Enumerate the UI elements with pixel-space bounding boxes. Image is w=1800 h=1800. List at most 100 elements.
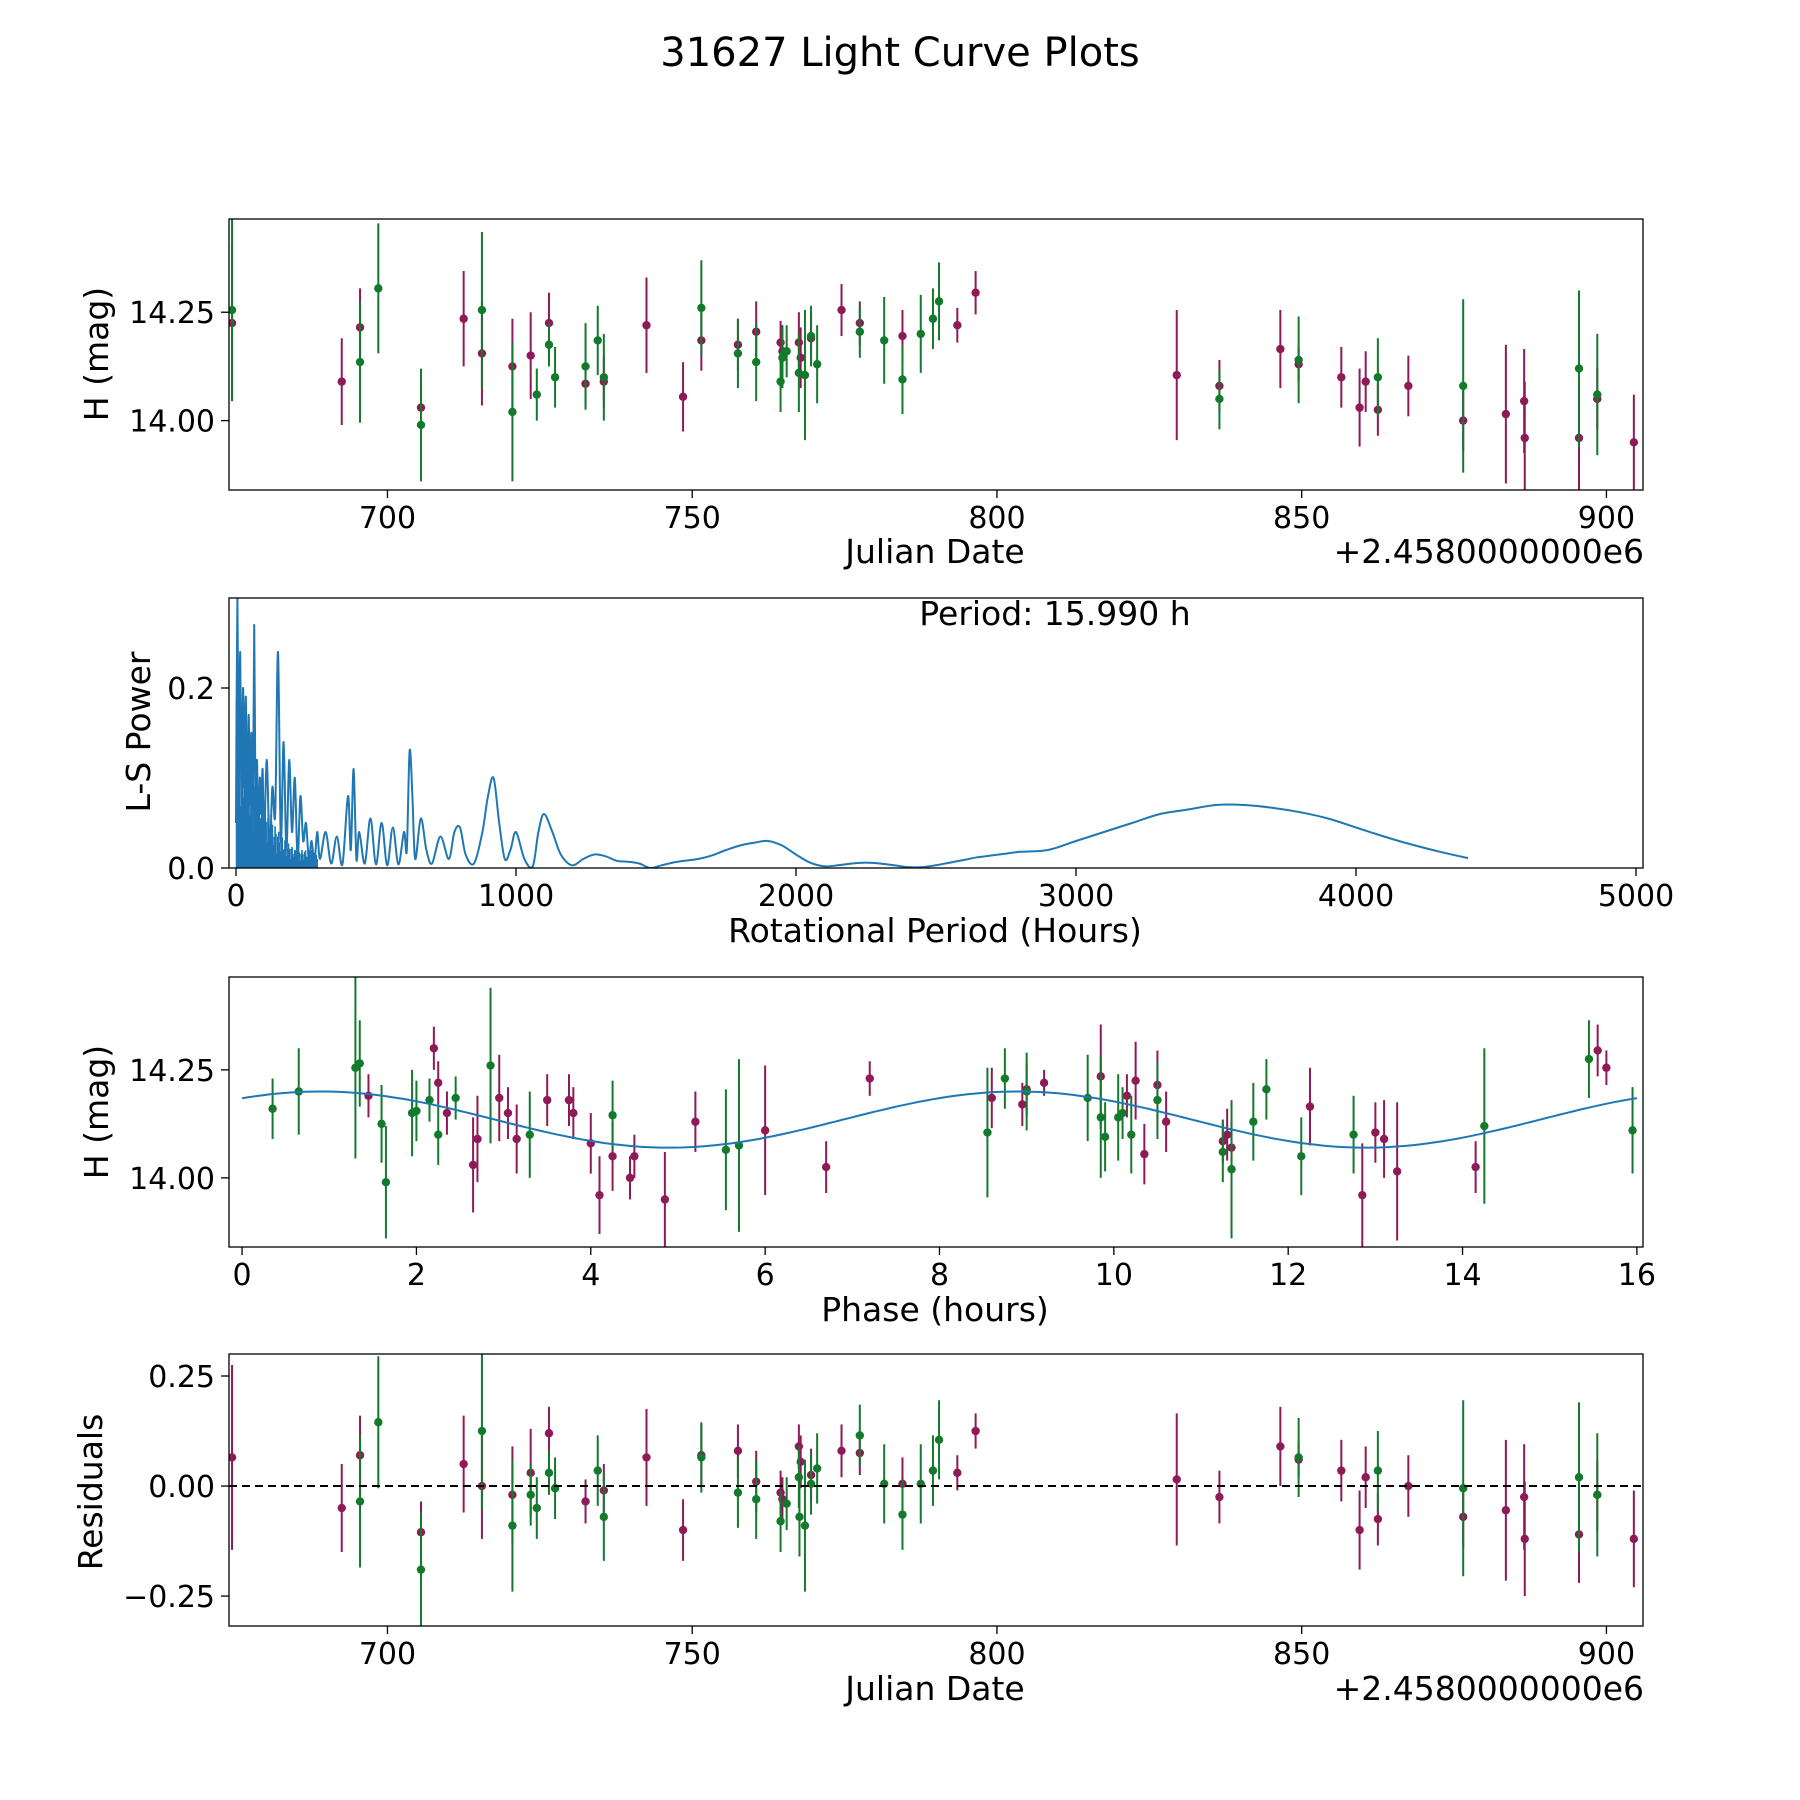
panel-residuals: 700 750 800 850 900 0.25 0.00 −0.25 bbox=[123, 1353, 1644, 1672]
data-point bbox=[776, 338, 785, 347]
x-tick-label: 0 bbox=[233, 1258, 252, 1293]
data-point bbox=[608, 1152, 617, 1161]
data-point bbox=[608, 1111, 617, 1120]
residuals-ylabel: Residuals bbox=[71, 1414, 110, 1571]
data-point bbox=[1501, 409, 1511, 419]
plot-frame bbox=[228, 1353, 1644, 1627]
data-point bbox=[898, 331, 907, 341]
y-tick-label: 0.25 bbox=[148, 1360, 215, 1395]
data-point bbox=[1294, 1453, 1303, 1462]
x-tick-label: 900 bbox=[1578, 501, 1635, 536]
data-point bbox=[752, 1495, 761, 1504]
x-tick-label: 4000 bbox=[1318, 879, 1394, 914]
data-point bbox=[1602, 1063, 1611, 1072]
periodogram-ylabel: L-S Power bbox=[119, 651, 158, 812]
plot-area bbox=[235, 598, 1469, 868]
x-tick-label: 5000 bbox=[1598, 879, 1674, 914]
data-point bbox=[374, 284, 383, 293]
data-point bbox=[1215, 1492, 1224, 1502]
data-point bbox=[1593, 1046, 1602, 1055]
data-point bbox=[532, 1503, 541, 1513]
residuals-offset: +2.4580000000e6 bbox=[1334, 1669, 1644, 1708]
data-point bbox=[1018, 1100, 1027, 1109]
plot-area bbox=[229, 219, 1639, 490]
data-point bbox=[564, 1095, 574, 1105]
data-point bbox=[1122, 1091, 1132, 1101]
data-point bbox=[544, 318, 554, 328]
data-point bbox=[898, 1510, 907, 1519]
data-point bbox=[837, 305, 846, 315]
data-point bbox=[855, 327, 865, 336]
data-point bbox=[1574, 1473, 1584, 1482]
data-point bbox=[1629, 1534, 1639, 1544]
data-point bbox=[581, 1497, 590, 1506]
data-point bbox=[1404, 381, 1413, 391]
data-point bbox=[697, 303, 706, 313]
y-tick-label: 0.0 bbox=[167, 852, 215, 887]
data-point bbox=[544, 1468, 554, 1478]
x-tick-label: 1000 bbox=[478, 879, 554, 914]
data-point bbox=[495, 1093, 504, 1103]
x-tick-label: 16 bbox=[1618, 1258, 1656, 1293]
data-point bbox=[776, 377, 785, 386]
data-point bbox=[503, 1108, 513, 1118]
periodogram-line bbox=[235, 598, 1469, 868]
data-point bbox=[1373, 1466, 1383, 1475]
plot-area bbox=[229, 1354, 1643, 1626]
data-point bbox=[1249, 1117, 1258, 1126]
data-point bbox=[983, 1128, 992, 1137]
series-B bbox=[229, 219, 1602, 482]
data-point bbox=[1337, 373, 1346, 382]
data-point bbox=[721, 1145, 731, 1155]
data-point bbox=[525, 1130, 534, 1139]
data-point bbox=[381, 1178, 391, 1187]
data-point bbox=[776, 1517, 785, 1526]
data-point bbox=[1584, 1054, 1594, 1064]
plot-area bbox=[241, 977, 1638, 1247]
y-tick-label: 0.2 bbox=[167, 672, 215, 707]
panel-periodogram: 0 1000 2000 3000 4000 5000 0.0 0.2 bbox=[167, 597, 1674, 914]
data-point bbox=[451, 1093, 460, 1103]
data-point bbox=[1392, 1167, 1402, 1176]
data-point bbox=[1218, 1147, 1228, 1157]
data-point bbox=[532, 390, 541, 399]
figure-title: 31627 Light Curve Plots bbox=[660, 30, 1139, 76]
data-point bbox=[593, 1466, 602, 1475]
data-point bbox=[934, 297, 944, 306]
data-point bbox=[542, 1095, 552, 1105]
data-point bbox=[593, 336, 602, 345]
data-point bbox=[1096, 1113, 1105, 1122]
data-point bbox=[1574, 364, 1584, 373]
data-point bbox=[625, 1173, 635, 1183]
data-point bbox=[630, 1152, 639, 1161]
x-tick-label: 2000 bbox=[758, 879, 834, 914]
data-point bbox=[1276, 344, 1285, 354]
data-point bbox=[782, 347, 791, 356]
data-point bbox=[800, 1521, 810, 1530]
data-point bbox=[971, 288, 980, 297]
data-point bbox=[374, 1418, 383, 1427]
data-point bbox=[337, 1503, 346, 1513]
data-point bbox=[1262, 1085, 1271, 1094]
data-point bbox=[678, 392, 688, 401]
data-point bbox=[1337, 1466, 1346, 1475]
data-point bbox=[1305, 1102, 1315, 1111]
data-point bbox=[1297, 1152, 1306, 1161]
data-point bbox=[416, 1565, 426, 1574]
x-tick-label: 700 bbox=[359, 501, 416, 536]
data-point bbox=[599, 373, 609, 382]
periodogram-xlabel: Rotational Period (Hours) bbox=[728, 911, 1142, 950]
data-point bbox=[928, 1466, 938, 1475]
data-point bbox=[459, 1459, 468, 1469]
data-point bbox=[1355, 1525, 1364, 1535]
data-point bbox=[416, 420, 426, 430]
data-point bbox=[355, 1497, 365, 1506]
data-point bbox=[760, 1126, 770, 1135]
data-point bbox=[1379, 1134, 1389, 1144]
data-point bbox=[550, 373, 560, 382]
data-point bbox=[268, 1104, 277, 1113]
data-point bbox=[1520, 433, 1529, 443]
data-point bbox=[1629, 438, 1639, 447]
x-tick-label: 12 bbox=[1269, 1258, 1307, 1293]
data-point bbox=[800, 370, 810, 380]
